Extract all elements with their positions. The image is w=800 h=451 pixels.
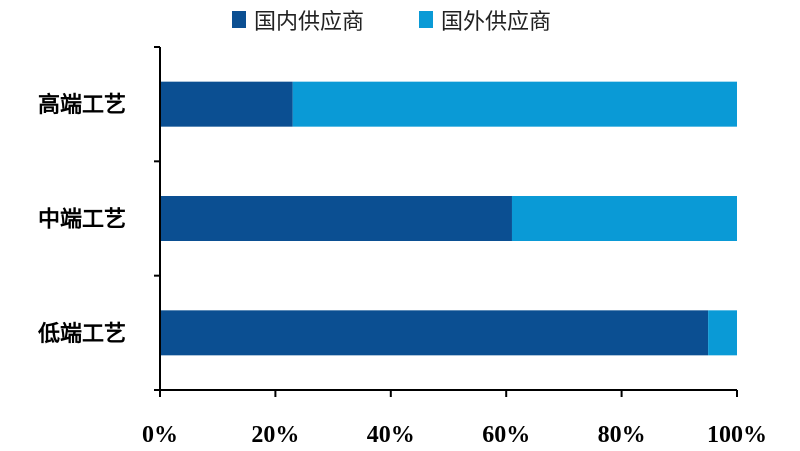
legend-label-2: 国外供应商 [441,10,551,35]
legend: 国内供应商 国外供应商 [232,10,551,35]
bar-2-series-2 [511,196,737,241]
category-label-2: 中端工艺 [38,207,126,233]
bar-3-series-1 [160,310,709,356]
x-tick-label-1: 0% [142,422,178,448]
legend-label-1: 国内供应商 [254,10,364,35]
x-tick-label-2: 20% [251,422,299,448]
category-label-1: 高端工艺 [38,92,126,118]
x-tick-label-5: 80% [598,422,646,448]
bars [160,81,737,356]
x-tick-label-3: 40% [367,422,415,448]
bar-3-series-2 [708,310,737,356]
bar-1-series-1 [160,81,293,127]
legend-swatch-1 [232,11,246,28]
x-tick-label-6: 100% [707,422,767,448]
bar-2-series-1 [160,196,512,241]
legend-swatch-2 [419,11,433,28]
bar-1-series-2 [292,81,737,127]
x-tick-label-4: 60% [482,422,530,448]
category-label-3: 低端工艺 [37,321,126,347]
